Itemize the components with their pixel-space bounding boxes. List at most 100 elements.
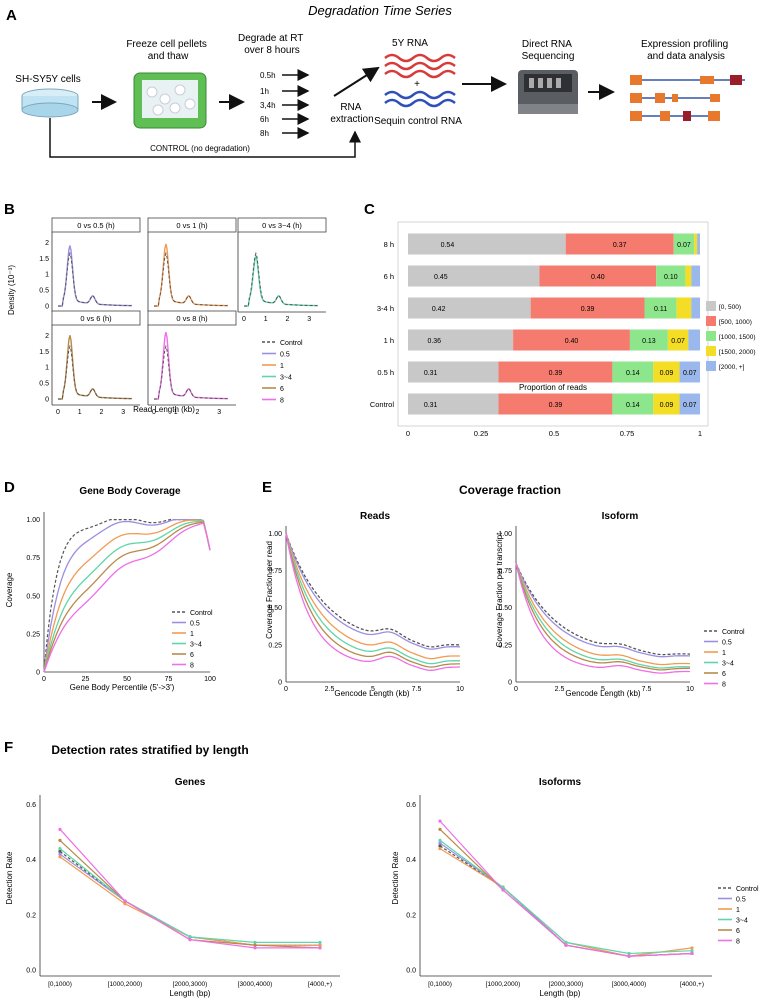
panel-b-xlabel: Read Length (kb): [133, 405, 195, 414]
bar-value-label: 0.07: [683, 402, 697, 409]
bar-segment: [498, 393, 613, 415]
sequin-label: Sequin control RNA: [374, 116, 462, 127]
panel-b-legend: Control 0.5 1 3~4 6 8: [262, 340, 303, 405]
coverage-line: [43, 518, 211, 673]
x-tick-label: 1: [264, 316, 268, 323]
y-tick-label: 0: [278, 680, 282, 687]
y-tick-label: 0: [508, 680, 512, 687]
control-label: CONTROL (no degradation): [150, 144, 250, 153]
panel-f-isoforms-xlabel: Length (bp): [540, 989, 581, 998]
fraction-line: [515, 562, 690, 669]
expression-label: Expression profiling and data analysis: [641, 39, 731, 62]
panel-d-ylabel: Coverage: [5, 572, 14, 607]
x-tick-label: 0: [514, 686, 518, 693]
x-tick-label: [3000,4000): [238, 981, 273, 988]
x-tick-label: 0: [152, 409, 156, 416]
panel-label-f: F: [4, 739, 13, 756]
legend-label: 6: [736, 928, 740, 935]
x-tick-label: 0: [242, 316, 246, 323]
y-tick-label: 0.50: [268, 605, 282, 612]
bar-value-label: 0.11: [654, 306, 667, 313]
bar-segment: [408, 361, 499, 383]
bar-value-label: 0.39: [549, 370, 563, 377]
y-tick-label: 2: [45, 240, 49, 247]
panel-c-xlabel: Proportion of reads: [519, 383, 587, 392]
coverage-line: [43, 522, 211, 673]
bar-value-label: 0.07: [671, 338, 685, 345]
bar-segment: [656, 265, 686, 287]
x-tick-label: 1: [698, 429, 702, 438]
bar-value-label: 0.39: [549, 402, 563, 409]
x-tick-label: [4000,+): [308, 981, 332, 988]
x-tick-label: 7.5: [412, 686, 422, 693]
bar-segment: [513, 329, 630, 351]
legend-label: Control: [736, 886, 759, 893]
panel-a-title: Degradation Time Series: [308, 3, 452, 18]
detection-point: [58, 838, 62, 842]
coverage-line: [43, 519, 211, 673]
x-tick-label: 1: [174, 409, 178, 416]
detection-point: [690, 949, 694, 953]
category-label: 1 h: [384, 336, 394, 345]
facet-header: [147, 217, 237, 233]
y-tick-label: 0.6: [406, 802, 416, 809]
x-tick-label: 5: [371, 686, 375, 693]
legend-swatch: [706, 346, 716, 356]
y-tick-label: 0.0: [406, 968, 416, 975]
bar-value-label: 0.40: [565, 338, 579, 345]
coverage-line: [43, 520, 211, 673]
x-tick-label: 25: [82, 676, 90, 683]
fraction-line: [515, 562, 690, 671]
panel-f-isoforms-ylabel: Detection Rate: [391, 851, 400, 904]
legend-label: 3~4: [736, 918, 748, 925]
y-tick-label: 1.00: [498, 531, 512, 538]
plot-frame: [397, 221, 709, 427]
y-tick-label: 0.50: [498, 605, 512, 612]
degrade-line-2: over 8 hours: [244, 45, 300, 56]
density-line-control: [244, 251, 318, 307]
panel-d-title: Gene Body Coverage: [79, 486, 181, 497]
detection-point: [438, 841, 442, 845]
bar-segment: [629, 329, 668, 351]
legend-label: 8: [736, 939, 740, 946]
detection-point: [58, 849, 62, 854]
bar-segment: [408, 393, 499, 415]
x-tick-label: 0: [42, 676, 46, 683]
bar-segment: [673, 233, 695, 255]
x-tick-label: [2000,3000): [549, 981, 584, 988]
legend-label: 0.5: [736, 897, 746, 904]
density-line-control: [154, 344, 228, 400]
legend-label: 3~4: [722, 661, 734, 668]
category-label: Control: [370, 400, 395, 409]
legend-label: 3~4: [190, 642, 202, 649]
detection-point: [564, 940, 568, 945]
y-tick-label: 0.4: [406, 857, 416, 864]
panel-e-coverage-fraction: 00.250.500.751.000 2.5 5 7.5 1000.250.500.75…: [268, 526, 745, 693]
5y-rna-label: 5Y RNA: [392, 38, 428, 49]
y-tick-label: 1: [45, 272, 49, 279]
y-tick-label: 0: [45, 304, 49, 311]
x-tick-label: 75: [165, 676, 173, 683]
plus-sign: +: [414, 79, 420, 90]
ice-box-icon: [133, 72, 207, 129]
direct-rna-line-1: Direct RNA: [522, 39, 572, 50]
fraction-line: [515, 562, 690, 674]
bar-segment: [691, 297, 700, 319]
density-line-control: [58, 344, 132, 400]
direct-rna-line-2: Sequencing: [522, 51, 575, 62]
x-tick-label: 10: [456, 686, 464, 693]
time-point: 0.5h: [260, 71, 276, 80]
detection-point: [627, 951, 631, 956]
x-tick-label: [0,1000): [428, 981, 452, 988]
bar-value-label: 0.36: [427, 338, 441, 345]
facet-header: [51, 310, 141, 326]
bar-value-label: 0.39: [581, 306, 595, 313]
coverage-line: [43, 519, 211, 673]
density-line-series: [154, 243, 228, 307]
y-tick-label: 0.6: [26, 802, 36, 809]
detection-point: [123, 902, 127, 906]
detection-point: [438, 827, 442, 831]
detection-point: [188, 938, 192, 942]
x-tick-label: 3: [217, 409, 221, 416]
